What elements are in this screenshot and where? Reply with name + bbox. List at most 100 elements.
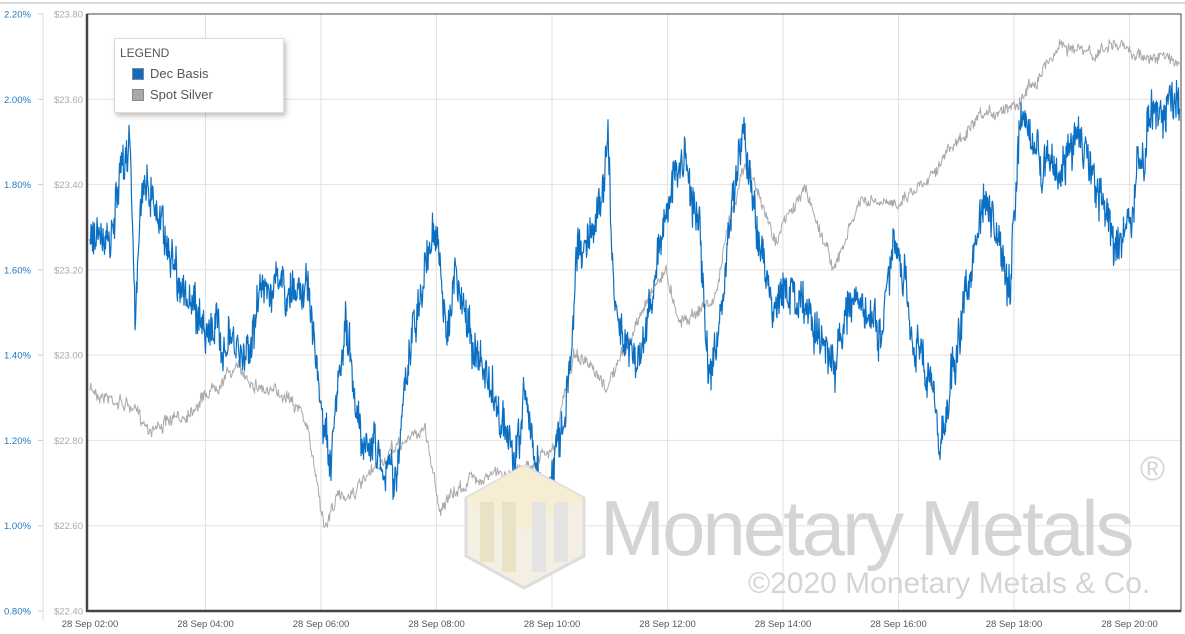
series-dec-basis-line-point (894, 247, 896, 249)
series-dec-basis-line-point (409, 350, 411, 352)
series-dec-basis-line-point (1129, 217, 1131, 219)
series-dec-basis-line-point (359, 426, 361, 428)
series-dec-basis-line-point (1114, 247, 1116, 249)
series-dec-basis-line-point (709, 397, 711, 399)
series-dec-basis-line-point (454, 277, 456, 279)
series-dec-basis-line-point (834, 367, 836, 369)
series-spot-silver-line-point (219, 380, 221, 382)
watermark-brand: Monetary Metals (600, 484, 1135, 572)
legend: LEGEND Dec Basis Spot Silver (114, 38, 284, 113)
y-right-tick-label: $23.00 (54, 351, 83, 362)
cube-logo-icon (464, 464, 586, 590)
x-tick-label: 28 Sep 08:00 (408, 619, 465, 630)
series-dec-basis-line-point (344, 328, 346, 330)
series-spot-silver-line-point (574, 350, 576, 352)
watermark-copyright: ©2020 Monetary Metals & Co. (748, 567, 1151, 600)
series-spot-silver-line-point (979, 119, 981, 121)
series-dec-basis-line-point (474, 350, 476, 352)
series-dec-basis-line-point (189, 307, 191, 309)
series-dec-basis-line-point (1104, 209, 1106, 211)
series-dec-basis-line-point (849, 290, 851, 292)
series-spot-silver-line-point (269, 392, 271, 394)
x-tick-label: 28 Sep 12:00 (639, 619, 696, 630)
series-spot-silver-line-point (1059, 43, 1061, 45)
series-spot-silver-line-point (1039, 73, 1041, 75)
series-spot-silver-line-point (604, 388, 606, 390)
y-right-tick-label: $23.20 (54, 265, 83, 276)
series-spot-silver-line-point (359, 486, 361, 488)
series-spot-silver-line-point (919, 183, 921, 185)
legend-label: Dec Basis (150, 66, 209, 81)
series-dec-basis-line-point (169, 247, 171, 249)
y-right-tick-label: $22.40 (54, 607, 83, 618)
series-dec-basis-line-point (727, 247, 729, 249)
series-dec-basis-line-point (329, 478, 331, 480)
series-spot-silver-line-point (1019, 98, 1021, 100)
legend-item-dec-basis[interactable]: Dec Basis (131, 66, 209, 81)
series-dec-basis-line-point (984, 200, 986, 202)
y-left-tick-label: 1.20% (4, 436, 31, 447)
series-dec-basis-line-point (594, 230, 596, 232)
x-tick-label: 28 Sep 16:00 (870, 619, 927, 630)
series-dec-basis-line-point (129, 128, 131, 130)
y-left-tick-label: 1.00% (4, 521, 31, 532)
series-spot-silver-line-point (889, 205, 891, 207)
series-spot-silver-line-point (439, 507, 441, 509)
y-right-tick-label: $23.80 (54, 10, 83, 21)
series-dec-basis-line-point (909, 320, 911, 322)
series-dec-basis-line-point (794, 290, 796, 292)
legend-label: Spot Silver (150, 87, 213, 102)
series-spot-silver-line-point (304, 418, 306, 420)
series-dec-basis-line-point (699, 230, 701, 232)
series-dec-basis-line-point (769, 299, 771, 301)
x-tick-label: 28 Sep 04:00 (177, 619, 234, 630)
series-dec-basis-line-point (607, 141, 609, 143)
y-right-tick-label: $22.60 (54, 521, 83, 532)
series-spot-silver-line-point (334, 499, 336, 501)
series-spot-silver-line-point (394, 448, 396, 450)
series-dec-basis-line-point (1179, 90, 1181, 92)
watermark-logo (462, 462, 587, 594)
series-dec-basis-line-point (504, 426, 506, 428)
y-right-tick-label: $22.80 (54, 436, 83, 447)
series-spot-silver-line-point (179, 418, 181, 420)
y-right-tick-label: $23.40 (54, 180, 83, 191)
series-spot-silver-line-point (149, 426, 151, 428)
series-dec-basis-line-point (319, 397, 321, 399)
series-spot-silver-line-point (859, 200, 861, 202)
series-dec-basis-line-point (394, 478, 396, 480)
series-dec-basis-line-point (109, 247, 111, 249)
y-left-tick-label: 1.40% (4, 351, 31, 362)
series-dec-basis-line-point (669, 188, 671, 190)
series-dec-basis-line-point (614, 307, 616, 309)
series-dec-basis-line-point (289, 299, 291, 301)
series-spot-silver-line (89, 38, 1180, 528)
series-spot-silver-line-point (89, 388, 91, 390)
series-dec-basis-line-point (939, 448, 941, 450)
series-spot-silver-line-point (679, 320, 681, 322)
legend-swatch-spot-silver (131, 87, 145, 102)
series-dec-basis-line-point (879, 337, 881, 339)
series-spot-silver-line-point (949, 149, 951, 151)
x-tick-label: 28 Sep 02:00 (62, 619, 119, 630)
legend-item-spot-silver[interactable]: Spot Silver (131, 87, 213, 102)
x-tick-label: 28 Sep 14:00 (755, 619, 812, 630)
series-spot-silver-line-point (324, 529, 326, 531)
series-spot-silver-line-point (424, 426, 426, 428)
series-spot-silver-line-point (129, 405, 131, 407)
legend-title: LEGEND (120, 46, 170, 60)
x-tick-label: 28 Sep 10:00 (524, 619, 581, 630)
series-spot-silver-line-point (1109, 43, 1111, 45)
series-dec-basis-line-point (577, 247, 579, 249)
series-spot-silver-line-point (714, 299, 716, 301)
series-dec-basis-line-point (89, 230, 91, 232)
series-dec-basis-line-point (1019, 128, 1021, 130)
top-border (0, 2, 1185, 4)
series-spot-silver-line-point (289, 392, 291, 394)
series-dec-basis-line-point (1149, 119, 1151, 121)
y-left-tick-label: 1.60% (4, 265, 31, 276)
y-right-tick-label: $23.60 (54, 95, 83, 106)
series-dec-basis-line-point (934, 397, 936, 399)
series-spot-silver-line-point (1144, 55, 1146, 57)
